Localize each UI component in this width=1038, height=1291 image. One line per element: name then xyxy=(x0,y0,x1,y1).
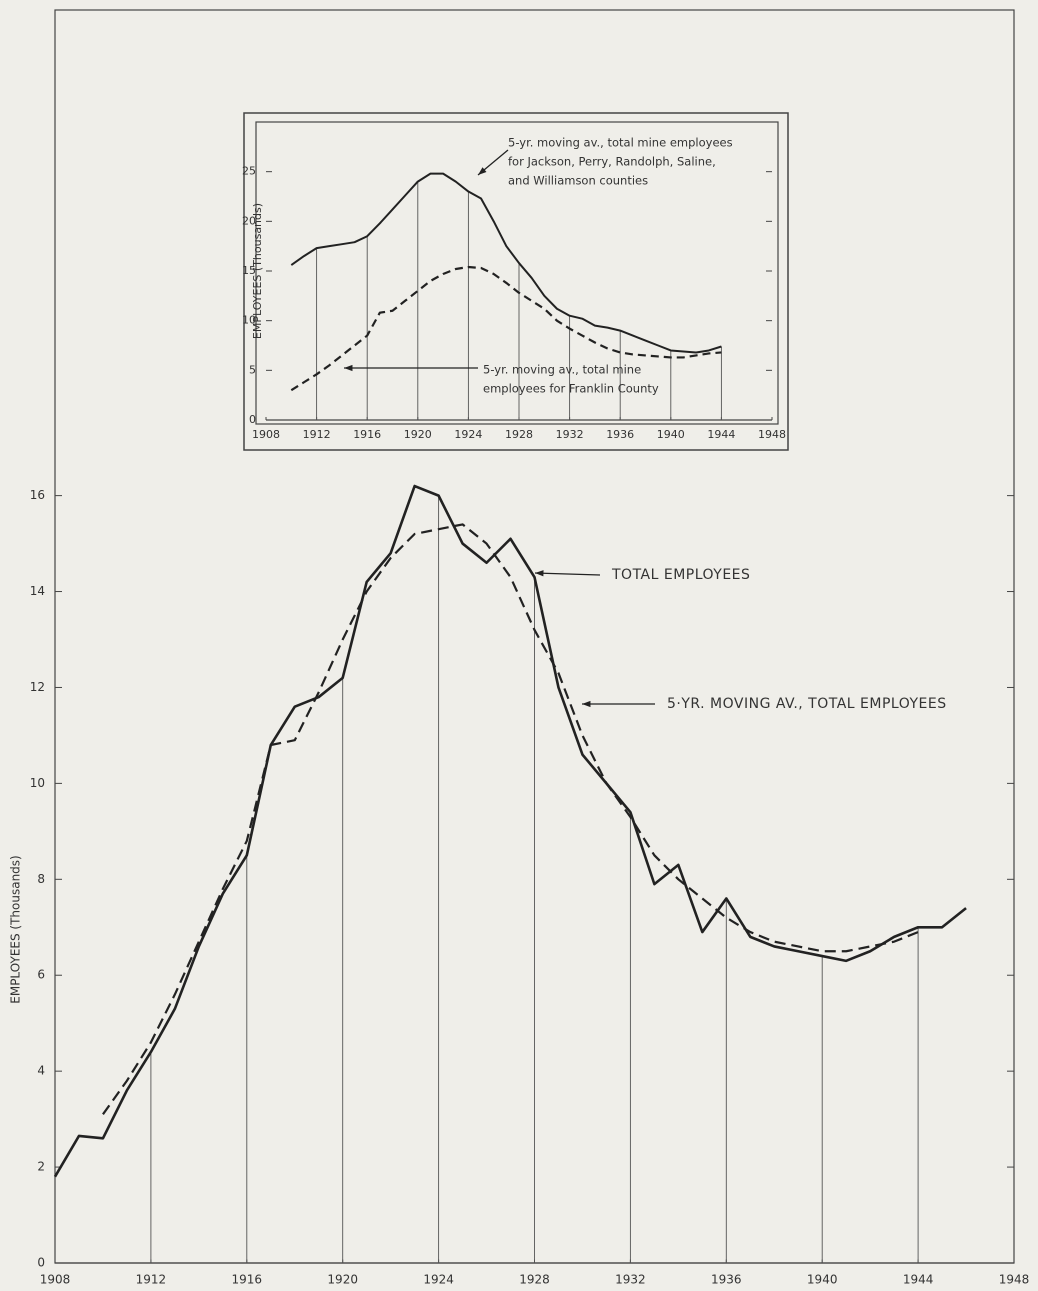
y-tick-label: 6 xyxy=(37,968,45,982)
y-tick-label: 16 xyxy=(30,488,45,502)
x-tick-label: 1920 xyxy=(327,1273,358,1287)
x-tick-label: 1912 xyxy=(136,1273,167,1287)
y-tick-label: 12 xyxy=(30,680,45,694)
y-tick-label: 0 xyxy=(37,1256,45,1270)
annotation-arrow xyxy=(534,572,601,576)
x-tick-label: 1928 xyxy=(505,428,533,441)
x-tick-label: 1908 xyxy=(40,1273,71,1287)
annotation: TOTAL EMPLOYEES xyxy=(611,567,750,583)
x-tick-label: 1936 xyxy=(711,1273,742,1287)
x-tick-label: 1916 xyxy=(232,1273,263,1287)
x-tick-label: 1948 xyxy=(758,428,786,441)
x-tick-label: 1924 xyxy=(423,1273,454,1287)
x-tick-label: 1924 xyxy=(454,428,482,441)
y-tick-label: 15 xyxy=(242,264,256,277)
annotation: 5·YR. MOVING AV., TOTAL EMPLOYEES xyxy=(667,696,947,712)
x-tick-label: 1932 xyxy=(615,1273,646,1287)
series-line xyxy=(290,172,722,354)
series-line xyxy=(290,265,722,392)
x-tick-label: 1944 xyxy=(903,1273,934,1287)
y-tick-label: 8 xyxy=(37,872,45,886)
x-tick-label: 1908 xyxy=(252,428,280,441)
x-tick-label: 1940 xyxy=(807,1273,838,1287)
x-tick-label: 1912 xyxy=(303,428,331,441)
y-tick-label: 2 xyxy=(37,1160,45,1174)
annotation: employees for Franklin County xyxy=(483,382,659,396)
x-tick-label: 1916 xyxy=(353,428,381,441)
y-tick-label: 14 xyxy=(30,584,45,598)
annotation: for Jackson, Perry, Randolph, Saline, xyxy=(508,155,716,169)
x-tick-label: 1920 xyxy=(404,428,432,441)
annotation: 5-yr. moving av., total mine employees xyxy=(508,136,733,150)
arrow-head xyxy=(582,700,591,708)
annotation: and Williamson counties xyxy=(508,174,648,188)
series-line xyxy=(102,523,919,1115)
annotation: 5-yr. moving av., total mine xyxy=(483,363,641,377)
y-tick-label: 5 xyxy=(249,363,256,376)
x-tick-label: 1932 xyxy=(556,428,584,441)
x-tick-label: 1940 xyxy=(657,428,685,441)
y-tick-label: 10 xyxy=(30,776,45,790)
x-tick-label: 1928 xyxy=(519,1273,550,1287)
x-tick-label: 1936 xyxy=(606,428,634,441)
y-tick-label: 0 xyxy=(249,413,256,426)
y-axis-label: EMPLOYEES (Thousands) xyxy=(9,855,23,1003)
inset-frame xyxy=(243,112,789,451)
arrow-head xyxy=(344,364,353,372)
series-line xyxy=(53,484,967,1178)
x-tick-label: 1944 xyxy=(707,428,735,441)
y-tick-label: 20 xyxy=(242,214,256,227)
y-tick-label: 25 xyxy=(242,165,256,178)
y-tick-label: 10 xyxy=(242,314,256,327)
inset-plot-frame xyxy=(255,121,779,425)
x-tick-label: 1948 xyxy=(999,1273,1030,1287)
arrow-head xyxy=(535,570,544,577)
arrow-head xyxy=(478,167,487,175)
y-axis-label: EMPLOYEES (Thousands) xyxy=(251,203,264,339)
y-tick-label: 4 xyxy=(37,1064,45,1078)
